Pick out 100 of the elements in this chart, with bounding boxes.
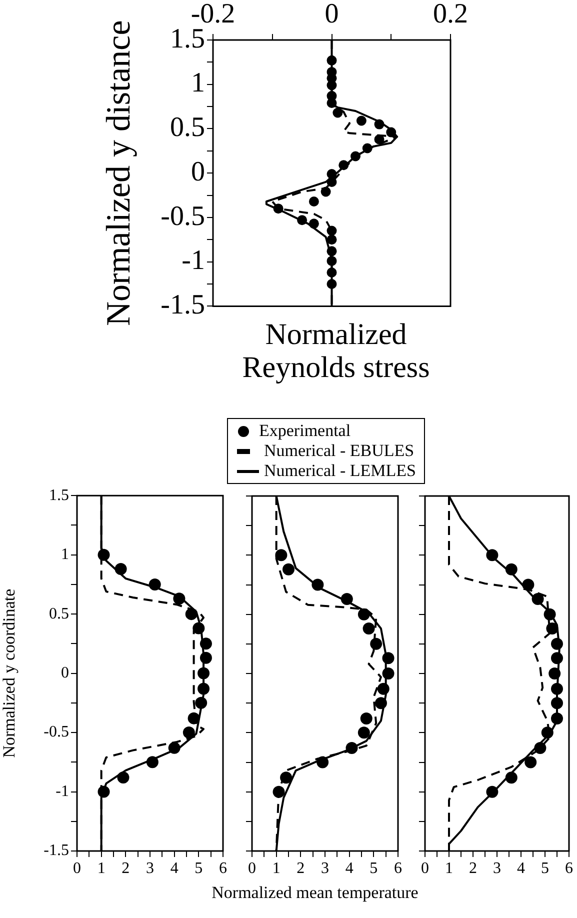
point: [386, 127, 396, 138]
point: [98, 786, 110, 798]
x-tick-label: 1: [445, 860, 453, 877]
point: [548, 668, 561, 680]
point: [198, 682, 210, 695]
point: [200, 652, 212, 664]
y-tick-label: -0.5: [44, 724, 69, 741]
point: [377, 682, 390, 695]
point: [272, 786, 285, 798]
point: [192, 622, 205, 634]
point: [275, 549, 288, 562]
x-tick-label: 4: [517, 860, 525, 877]
y-tick-label: 0.5: [170, 112, 205, 144]
x-tick-label: 6: [394, 860, 402, 877]
legend-label: Numerical - EBULES: [264, 441, 414, 461]
y-tick-label: 0.5: [49, 605, 69, 622]
x-tick-label: 5: [370, 860, 378, 877]
point: [188, 712, 200, 724]
point: [546, 622, 558, 635]
point: [522, 578, 534, 591]
x-tick-label: 3: [321, 860, 329, 877]
y-tick-label: 0: [61, 664, 69, 682]
x-tick-label: 0.2: [433, 0, 468, 30]
point: [148, 578, 161, 590]
point: [297, 215, 308, 226]
point: [326, 176, 337, 187]
point: [273, 204, 284, 214]
point: [326, 246, 337, 256]
point: [320, 186, 331, 197]
y-tick-label: -1: [182, 245, 205, 276]
point: [168, 742, 180, 754]
point: [114, 563, 127, 576]
point: [340, 592, 353, 605]
point: [98, 548, 110, 561]
point: [326, 279, 337, 290]
point: [551, 652, 563, 664]
x-tick-label: 0: [421, 860, 429, 877]
point: [374, 697, 387, 710]
point: [173, 592, 186, 605]
x-tick-label: 2: [469, 860, 477, 877]
y-tick-label: -1.5: [160, 290, 205, 321]
point: [146, 756, 158, 768]
point: [374, 119, 384, 130]
y-tick-label: 1.5: [49, 486, 69, 504]
x-axis-title: Normalized mean temperature: [210, 883, 420, 903]
point: [505, 563, 518, 576]
point: [326, 267, 337, 278]
y-axis-title: Normalized y coordinate: [0, 588, 19, 758]
x-tick-label: 0: [324, 0, 339, 30]
y-tick-label: -0.5: [160, 200, 205, 232]
point: [185, 608, 198, 620]
x-tick-label: 5: [194, 860, 203, 877]
point: [326, 226, 337, 236]
point: [370, 638, 382, 650]
point: [486, 549, 498, 562]
point: [374, 134, 384, 144]
point: [551, 697, 563, 710]
point: [382, 652, 394, 664]
point: [505, 772, 518, 784]
legend-label: Experimental: [259, 421, 351, 441]
x-tick-label: 3: [493, 860, 501, 877]
point: [524, 756, 537, 768]
x-tick-label: 5: [541, 860, 549, 877]
point: [280, 772, 292, 784]
point: [308, 196, 319, 206]
point: [326, 234, 337, 245]
point: [350, 151, 360, 162]
point: [356, 116, 366, 126]
point: [551, 638, 563, 650]
y-tick-label: 0: [191, 156, 205, 188]
point: [117, 772, 130, 784]
point: [312, 578, 324, 591]
y-tick-label: 1: [191, 68, 205, 99]
point: [534, 742, 546, 754]
point: [200, 638, 212, 650]
x-tick-label: 1: [97, 860, 106, 877]
point: [326, 80, 337, 90]
point: [551, 682, 563, 695]
point: [532, 592, 544, 605]
point: [332, 108, 343, 118]
y-tick-label: 1: [61, 546, 69, 564]
point: [308, 218, 319, 229]
point: [326, 98, 337, 108]
point: [544, 608, 556, 620]
point: [182, 726, 195, 739]
point: [360, 712, 372, 724]
point: [195, 696, 208, 709]
point: [338, 160, 349, 170]
point: [551, 712, 563, 724]
point: [362, 622, 375, 635]
point: [358, 608, 370, 620]
x-tick-label: 6: [565, 860, 573, 877]
legend-label: Numerical - LEMLES: [264, 461, 416, 481]
x-axis-title: Normalized Reynolds stress: [241, 318, 431, 384]
point: [382, 668, 394, 680]
y-tick-label: -1.5: [44, 842, 69, 860]
x-tick-label: 3: [146, 860, 154, 877]
x-tick-label: 6: [219, 860, 227, 877]
point: [282, 563, 294, 576]
x-tick-label: 0: [73, 860, 81, 877]
